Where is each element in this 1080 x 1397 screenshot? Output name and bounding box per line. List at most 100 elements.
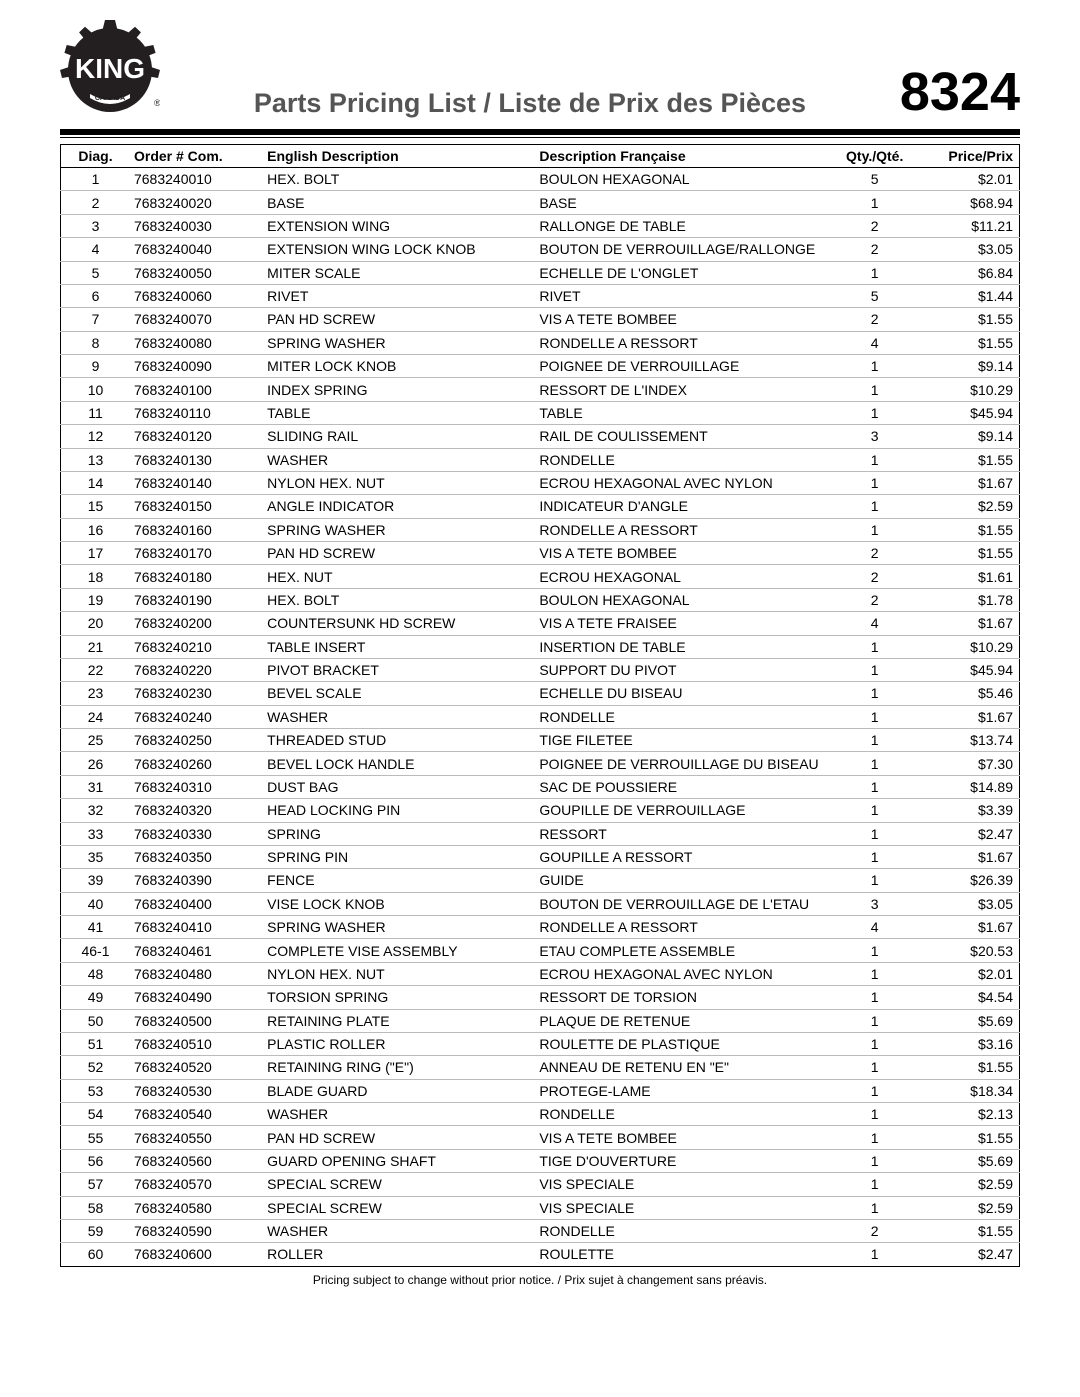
cell-fr: SAC DE POUSSIERE xyxy=(535,775,834,798)
cell-qty: 1 xyxy=(834,729,915,752)
cell-en: THREADED STUD xyxy=(263,729,535,752)
cell-qty: 1 xyxy=(834,495,915,518)
cell-diag: 23 xyxy=(61,682,130,705)
cell-en: SPRING WASHER xyxy=(263,331,535,354)
cell-order: 7683240030 xyxy=(130,214,263,237)
table-row: 517683240510PLASTIC ROLLERROULETTE DE PL… xyxy=(61,1032,1020,1055)
cell-qty: 1 xyxy=(834,1196,915,1219)
cell-diag: 21 xyxy=(61,635,130,658)
table-row: 487683240480NYLON HEX. NUTECROU HEXAGONA… xyxy=(61,962,1020,985)
cell-price: $1.55 xyxy=(915,308,1019,331)
table-row: 177683240170PAN HD SCREWVIS A TETE BOMBE… xyxy=(61,542,1020,565)
table-row: 547683240540WASHERRONDELLE1$2.13 xyxy=(61,1103,1020,1126)
cell-diag: 15 xyxy=(61,495,130,518)
cell-diag: 57 xyxy=(61,1173,130,1196)
cell-price: $1.78 xyxy=(915,588,1019,611)
cell-fr: ECHELLE DU BISEAU xyxy=(535,682,834,705)
cell-en: DUST BAG xyxy=(263,775,535,798)
cell-en: FENCE xyxy=(263,869,535,892)
cell-order: 7683240230 xyxy=(130,682,263,705)
cell-qty: 1 xyxy=(834,962,915,985)
cell-en: SPECIAL SCREW xyxy=(263,1196,535,1219)
cell-en: PLASTIC ROLLER xyxy=(263,1032,535,1055)
model-number: 8324 xyxy=(900,65,1020,119)
cell-fr: RONDELLE xyxy=(535,705,834,728)
cell-qty: 1 xyxy=(834,705,915,728)
cell-fr: ECHELLE DE L'ONGLET xyxy=(535,261,834,284)
cell-en: EXTENSION WING LOCK KNOB xyxy=(263,238,535,261)
cell-qty: 1 xyxy=(834,191,915,214)
cell-en: RIVET xyxy=(263,284,535,307)
col-header-order: Order # Com. xyxy=(130,145,263,168)
cell-en: SPECIAL SCREW xyxy=(263,1173,535,1196)
cell-fr: RONDELLE xyxy=(535,1103,834,1126)
cell-qty: 2 xyxy=(834,238,915,261)
footnote: Pricing subject to change without prior … xyxy=(60,1273,1020,1287)
table-row: 587683240580SPECIAL SCREWVIS SPECIALE1$2… xyxy=(61,1196,1020,1219)
cell-diag: 24 xyxy=(61,705,130,728)
page-header: KING CANADA ® Parts Pricing List / Liste… xyxy=(60,20,1020,125)
cell-en: NYLON HEX. NUT xyxy=(263,471,535,494)
cell-en: BEVEL SCALE xyxy=(263,682,535,705)
cell-price: $2.47 xyxy=(915,822,1019,845)
cell-order: 7683240210 xyxy=(130,635,263,658)
table-row: 597683240590WASHERRONDELLE2$1.55 xyxy=(61,1219,1020,1242)
cell-price: $1.55 xyxy=(915,331,1019,354)
table-row: 577683240570SPECIAL SCREWVIS SPECIALE1$2… xyxy=(61,1173,1020,1196)
table-row: 37683240030EXTENSION WINGRALLONGE DE TAB… xyxy=(61,214,1020,237)
cell-price: $1.55 xyxy=(915,1056,1019,1079)
table-header-row: Diag. Order # Com. English Description D… xyxy=(61,145,1020,168)
cell-fr: BOULON HEXAGONAL xyxy=(535,168,834,191)
table-row: 257683240250THREADED STUDTIGE FILETEE1$1… xyxy=(61,729,1020,752)
cell-fr: ROULETTE xyxy=(535,1243,834,1266)
cell-qty: 1 xyxy=(834,1126,915,1149)
cell-diag: 3 xyxy=(61,214,130,237)
cell-fr: PROTEGE-LAME xyxy=(535,1079,834,1102)
cell-price: $1.67 xyxy=(915,916,1019,939)
table-row: 117683240110TABLETABLE1$45.94 xyxy=(61,401,1020,424)
cell-diag: 18 xyxy=(61,565,130,588)
table-row: 197683240190HEX. BOLTBOULON HEXAGONAL2$1… xyxy=(61,588,1020,611)
cell-fr: RONDELLE A RESSORT xyxy=(535,331,834,354)
cell-price: $1.55 xyxy=(915,542,1019,565)
cell-order: 7683240570 xyxy=(130,1173,263,1196)
cell-order: 7683240530 xyxy=(130,1079,263,1102)
cell-fr: ROULETTE DE PLASTIQUE xyxy=(535,1032,834,1055)
cell-price: $2.01 xyxy=(915,962,1019,985)
table-body: 1 7683240010 HEX. BOLT BOULON HEXAGONAL5 $2.… xyxy=(61,168,1020,1267)
cell-qty: 2 xyxy=(834,565,915,588)
cell-price: $10.29 xyxy=(915,378,1019,401)
cell-order: 7683240550 xyxy=(130,1126,263,1149)
cell-qty: 4 xyxy=(834,916,915,939)
cell-price: $1.67 xyxy=(915,471,1019,494)
cell-diag: 59 xyxy=(61,1219,130,1242)
cell-en: HEX. NUT xyxy=(263,565,535,588)
cell-fr: PLAQUE DE RETENUE xyxy=(535,1009,834,1032)
table-row: 267683240260BEVEL LOCK HANDLEPOIGNEE DE … xyxy=(61,752,1020,775)
cell-diag: 2 xyxy=(61,191,130,214)
cell-en: ANGLE INDICATOR xyxy=(263,495,535,518)
table-row: 137683240130WASHERRONDELLE1$1.55 xyxy=(61,448,1020,471)
cell-diag: 26 xyxy=(61,752,130,775)
cell-qty: 5 xyxy=(834,168,915,191)
cell-en: SPRING WASHER xyxy=(263,916,535,939)
rule-thick xyxy=(60,129,1020,135)
cell-qty: 1 xyxy=(834,799,915,822)
cell-qty: 1 xyxy=(834,518,915,541)
cell-price: $45.94 xyxy=(915,658,1019,681)
cell-en: PAN HD SCREW xyxy=(263,308,535,331)
cell-qty: 1 xyxy=(834,822,915,845)
cell-en: HEX. BOLT xyxy=(263,588,535,611)
cell-order: 7683240010 xyxy=(130,168,263,191)
cell-en: COMPLETE VISE ASSEMBLY xyxy=(263,939,535,962)
cell-en: NYLON HEX. NUT xyxy=(263,962,535,985)
table-row: 357683240350SPRING PINGOUPILLE A RESSORT… xyxy=(61,845,1020,868)
cell-order: 7683240080 xyxy=(130,331,263,354)
table-row: 207683240200COUNTERSUNK HD SCREWVIS A TE… xyxy=(61,612,1020,635)
cell-qty: 1 xyxy=(834,845,915,868)
cell-order: 7683240250 xyxy=(130,729,263,752)
cell-price: $13.74 xyxy=(915,729,1019,752)
cell-qty: 1 xyxy=(834,635,915,658)
cell-qty: 1 xyxy=(834,1103,915,1126)
cell-fr: VIS A TETE FRAISEE xyxy=(535,612,834,635)
